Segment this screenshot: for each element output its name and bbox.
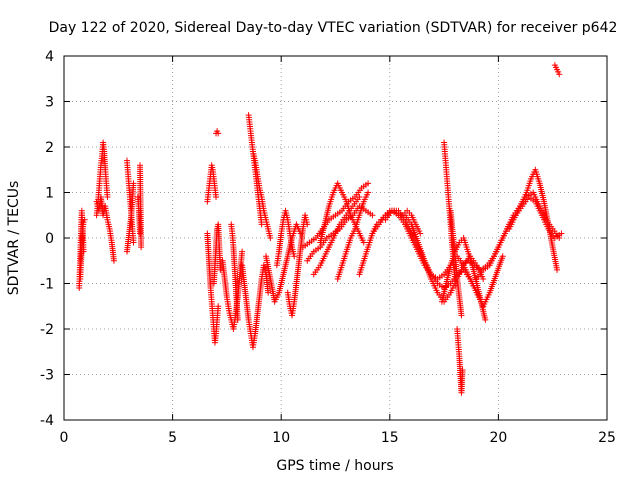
y-tick-label: -4 bbox=[40, 413, 54, 429]
data-point bbox=[480, 275, 487, 282]
data-point bbox=[130, 239, 137, 246]
data-point bbox=[499, 253, 506, 260]
data-point bbox=[459, 366, 466, 373]
y-tick-label: 2 bbox=[45, 140, 54, 156]
data-point bbox=[213, 194, 220, 201]
data-point bbox=[258, 221, 265, 228]
data-point bbox=[291, 253, 298, 260]
x-tick-label: 20 bbox=[489, 430, 507, 446]
data-point bbox=[360, 239, 367, 246]
axis-ticks: 0 5 10 15 20 25 -4 -3 -2 -1 0 1 2 3 4 bbox=[40, 49, 616, 446]
data-point bbox=[137, 230, 144, 237]
y-tick-label: -1 bbox=[40, 277, 54, 293]
data-point bbox=[81, 216, 88, 223]
data-point bbox=[138, 244, 145, 251]
data-point bbox=[217, 266, 224, 273]
x-axis-label: GPS time / hours bbox=[276, 458, 393, 474]
y-tick-label: 4 bbox=[45, 49, 54, 65]
x-tick-label: 10 bbox=[272, 430, 290, 446]
x-tick-label: 5 bbox=[168, 430, 177, 446]
grid bbox=[64, 56, 607, 420]
data-point bbox=[556, 71, 563, 78]
data-point bbox=[365, 189, 372, 196]
data-point bbox=[458, 312, 465, 319]
x-tick-label: 25 bbox=[598, 430, 616, 446]
data-point bbox=[110, 257, 117, 264]
chart-title: Day 122 of 2020, Sidereal Day-to-day VTE… bbox=[49, 20, 618, 36]
x-tick-label: 0 bbox=[60, 430, 69, 446]
y-axis-label: SDTVAR / TECUs bbox=[6, 181, 22, 296]
data-point bbox=[265, 289, 272, 296]
data-point bbox=[554, 266, 561, 273]
data-point bbox=[234, 316, 241, 323]
y-tick-label: 0 bbox=[45, 231, 54, 247]
data-point bbox=[304, 221, 311, 228]
data-point bbox=[417, 230, 424, 237]
data-point bbox=[239, 248, 246, 255]
data-point bbox=[104, 194, 111, 201]
data-point bbox=[482, 316, 489, 323]
data-point bbox=[558, 230, 565, 237]
y-tick-label: 3 bbox=[45, 95, 54, 111]
y-tick-label: 1 bbox=[45, 186, 54, 202]
data-point bbox=[369, 212, 376, 219]
data-point bbox=[365, 180, 372, 187]
data-point bbox=[267, 235, 274, 241]
data-point bbox=[215, 130, 222, 137]
data-point bbox=[215, 303, 222, 310]
data-points bbox=[76, 62, 565, 396]
y-tick-label: -3 bbox=[40, 368, 54, 384]
x-tick-label: 15 bbox=[381, 430, 399, 446]
y-tick-label: -2 bbox=[40, 322, 54, 338]
data-point bbox=[130, 180, 137, 187]
data-point bbox=[356, 194, 363, 201]
